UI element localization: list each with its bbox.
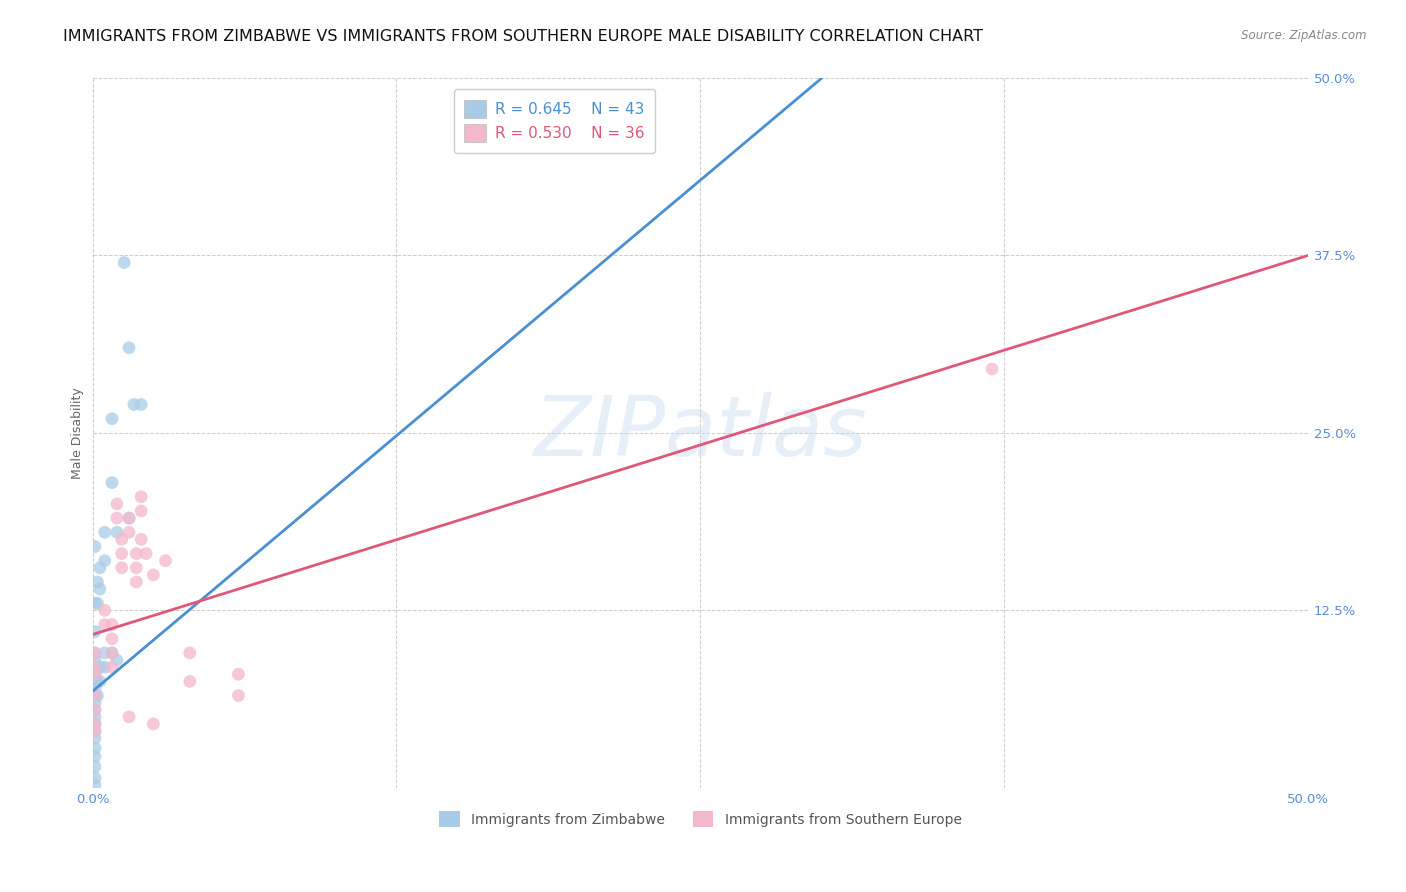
Point bbox=[105, 511, 128, 525]
Point bbox=[84, 724, 107, 739]
Point bbox=[125, 561, 148, 575]
Point bbox=[89, 674, 111, 689]
Point bbox=[118, 525, 141, 540]
Point bbox=[84, 696, 107, 710]
Point bbox=[122, 397, 145, 411]
Point bbox=[84, 674, 107, 689]
Point bbox=[89, 561, 111, 575]
Point bbox=[93, 603, 115, 617]
Point bbox=[111, 547, 134, 561]
Point bbox=[93, 646, 115, 660]
Point bbox=[84, 646, 107, 660]
Point bbox=[86, 689, 108, 703]
Point bbox=[84, 759, 107, 773]
Text: IMMIGRANTS FROM ZIMBABWE VS IMMIGRANTS FROM SOUTHERN EUROPE MALE DISABILITY CORR: IMMIGRANTS FROM ZIMBABWE VS IMMIGRANTS F… bbox=[63, 29, 983, 44]
Point bbox=[89, 660, 111, 674]
Point bbox=[101, 660, 124, 674]
Point bbox=[84, 596, 107, 610]
Point bbox=[101, 411, 124, 425]
Point bbox=[125, 547, 148, 561]
Point bbox=[84, 681, 107, 696]
Point bbox=[105, 653, 128, 667]
Point bbox=[179, 674, 201, 689]
Point bbox=[118, 511, 141, 525]
Point bbox=[118, 341, 141, 355]
Point bbox=[129, 504, 152, 518]
Point bbox=[112, 255, 135, 269]
Point bbox=[84, 717, 107, 731]
Point bbox=[101, 632, 124, 646]
Point bbox=[84, 710, 107, 724]
Point bbox=[84, 624, 107, 639]
Point bbox=[101, 475, 124, 490]
Point bbox=[101, 646, 124, 660]
Text: ZIPatlas: ZIPatlas bbox=[533, 392, 868, 474]
Point bbox=[84, 717, 107, 731]
Point bbox=[84, 540, 107, 554]
Point bbox=[84, 731, 107, 746]
Point bbox=[84, 703, 107, 717]
Point bbox=[93, 525, 115, 540]
Point bbox=[129, 397, 152, 411]
Point bbox=[142, 717, 165, 731]
Point bbox=[84, 724, 107, 739]
Point bbox=[93, 554, 115, 568]
Point bbox=[84, 660, 107, 674]
Point bbox=[84, 778, 107, 792]
Point bbox=[84, 667, 107, 681]
Point bbox=[84, 703, 107, 717]
Point bbox=[101, 646, 124, 660]
Point bbox=[84, 660, 107, 674]
Point bbox=[125, 574, 148, 589]
Text: Source: ZipAtlas.com: Source: ZipAtlas.com bbox=[1241, 29, 1367, 42]
Point bbox=[84, 771, 107, 785]
Point bbox=[155, 554, 177, 568]
Point bbox=[228, 689, 250, 703]
Point bbox=[101, 617, 124, 632]
Point bbox=[84, 749, 107, 764]
Point bbox=[84, 689, 107, 703]
Point bbox=[179, 646, 201, 660]
Point bbox=[86, 596, 108, 610]
Y-axis label: Male Disability: Male Disability bbox=[72, 387, 84, 479]
Point bbox=[129, 533, 152, 547]
Point bbox=[86, 674, 108, 689]
Point bbox=[84, 689, 107, 703]
Point bbox=[84, 646, 107, 660]
Point bbox=[118, 511, 141, 525]
Point bbox=[118, 710, 141, 724]
Point bbox=[84, 741, 107, 756]
Point bbox=[105, 525, 128, 540]
Point bbox=[84, 667, 107, 681]
Point bbox=[93, 660, 115, 674]
Point bbox=[105, 497, 128, 511]
Point bbox=[135, 547, 157, 561]
Point bbox=[981, 362, 1004, 376]
Legend: Immigrants from Zimbabwe, Immigrants from Southern Europe: Immigrants from Zimbabwe, Immigrants fro… bbox=[432, 805, 969, 834]
Point bbox=[129, 490, 152, 504]
Point bbox=[86, 574, 108, 589]
Point bbox=[89, 582, 111, 596]
Point bbox=[142, 567, 165, 582]
Point bbox=[84, 653, 107, 667]
Point bbox=[111, 561, 134, 575]
Point bbox=[93, 617, 115, 632]
Point bbox=[111, 533, 134, 547]
Point bbox=[228, 667, 250, 681]
